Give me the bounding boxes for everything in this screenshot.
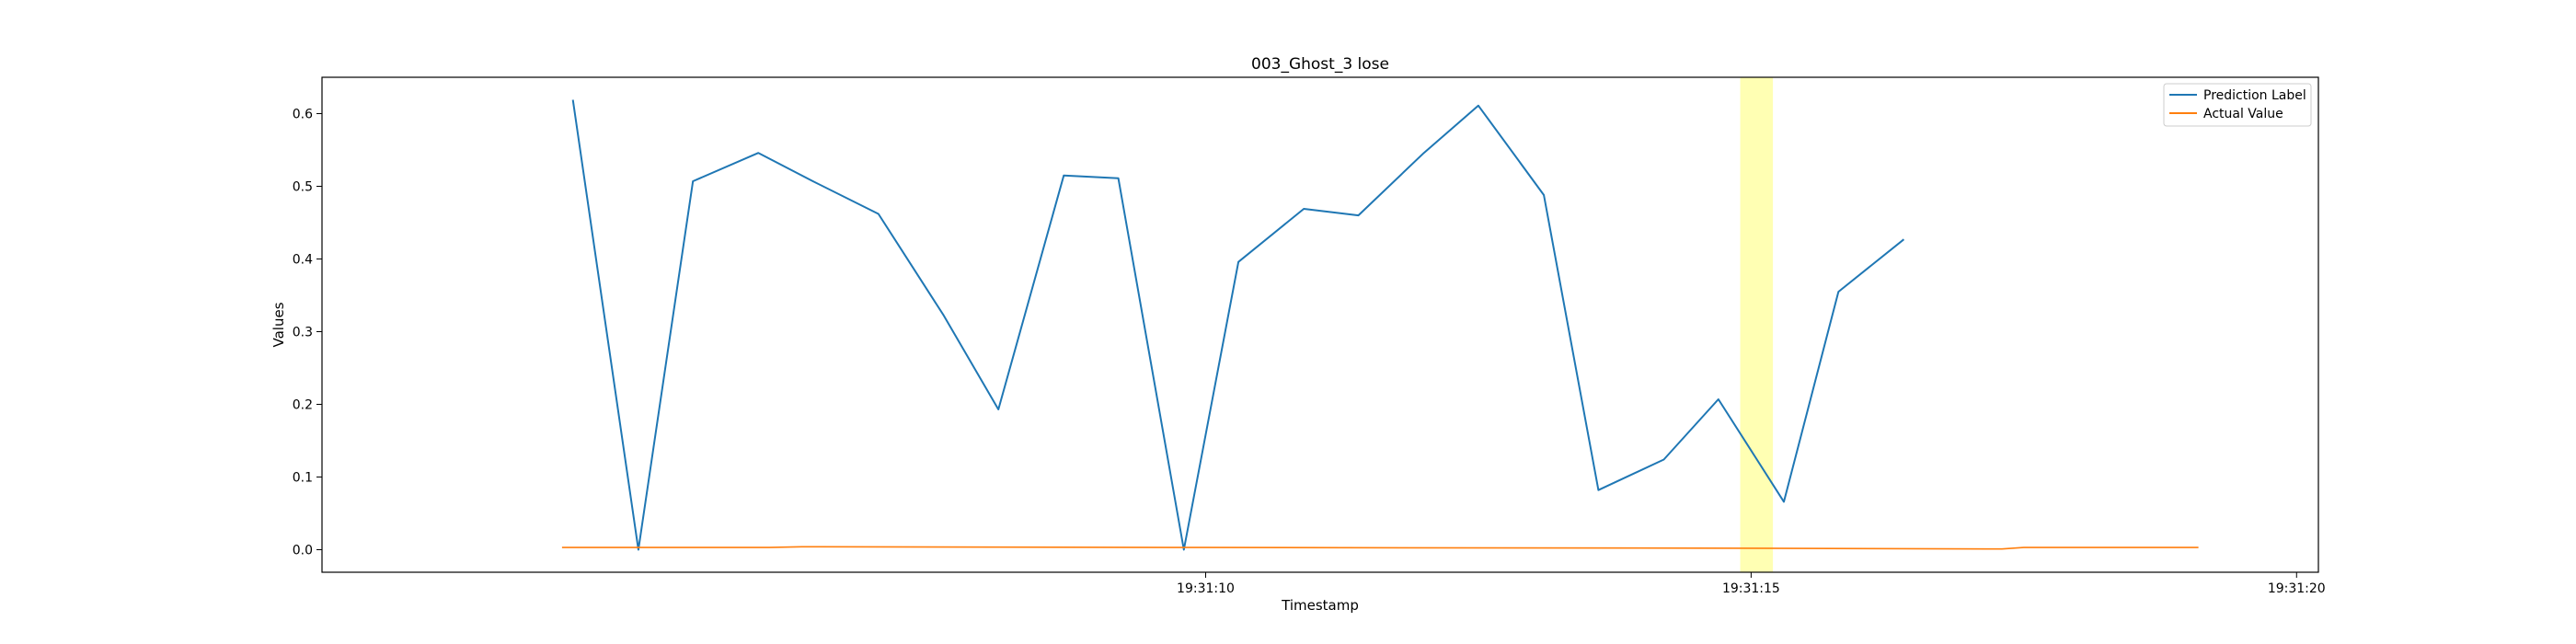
- highlight-layer: [1740, 77, 1774, 572]
- series-layer: [561, 99, 2199, 551]
- x-tick-label: 19:31:15: [1722, 581, 1780, 596]
- y-tick-label: 0.6: [293, 108, 313, 122]
- series-line-actual-value: [561, 546, 2199, 550]
- y-tick-label: 0.4: [293, 253, 313, 268]
- series-line-prediction-label: [571, 99, 1905, 551]
- y-tick-label: 0.2: [293, 398, 313, 413]
- x-axis-ticks: 19:31:10 19:31:15 19:31:20: [1177, 572, 2326, 596]
- x-tick-label: 19:31:10: [1177, 581, 1235, 596]
- highlight-band: [1740, 77, 1774, 572]
- y-tick-label: 0.3: [293, 326, 313, 340]
- legend-box: [2163, 83, 2312, 127]
- plot-frame: [321, 76, 2319, 573]
- x-tick-label: 19:31:20: [2268, 581, 2326, 596]
- y-axis-label: Values: [270, 302, 287, 347]
- legend-label-prediction-label: Prediction Label: [2203, 88, 2306, 103]
- y-axis-ticks: 0.0 0.1 0.2 0.3 0.4 0.5 0.6: [293, 108, 322, 558]
- y-tick-label: 0.1: [293, 471, 313, 486]
- y-tick-label: 0.5: [293, 180, 313, 195]
- legend: Prediction Label Actual Value: [2163, 83, 2312, 127]
- legend-label-actual-value: Actual Value: [2203, 107, 2283, 121]
- y-tick-label: 0.0: [293, 544, 313, 558]
- x-axis-label: Timestamp: [1281, 597, 1359, 614]
- chart-title: 003_Ghost_3 lose: [1251, 55, 1389, 74]
